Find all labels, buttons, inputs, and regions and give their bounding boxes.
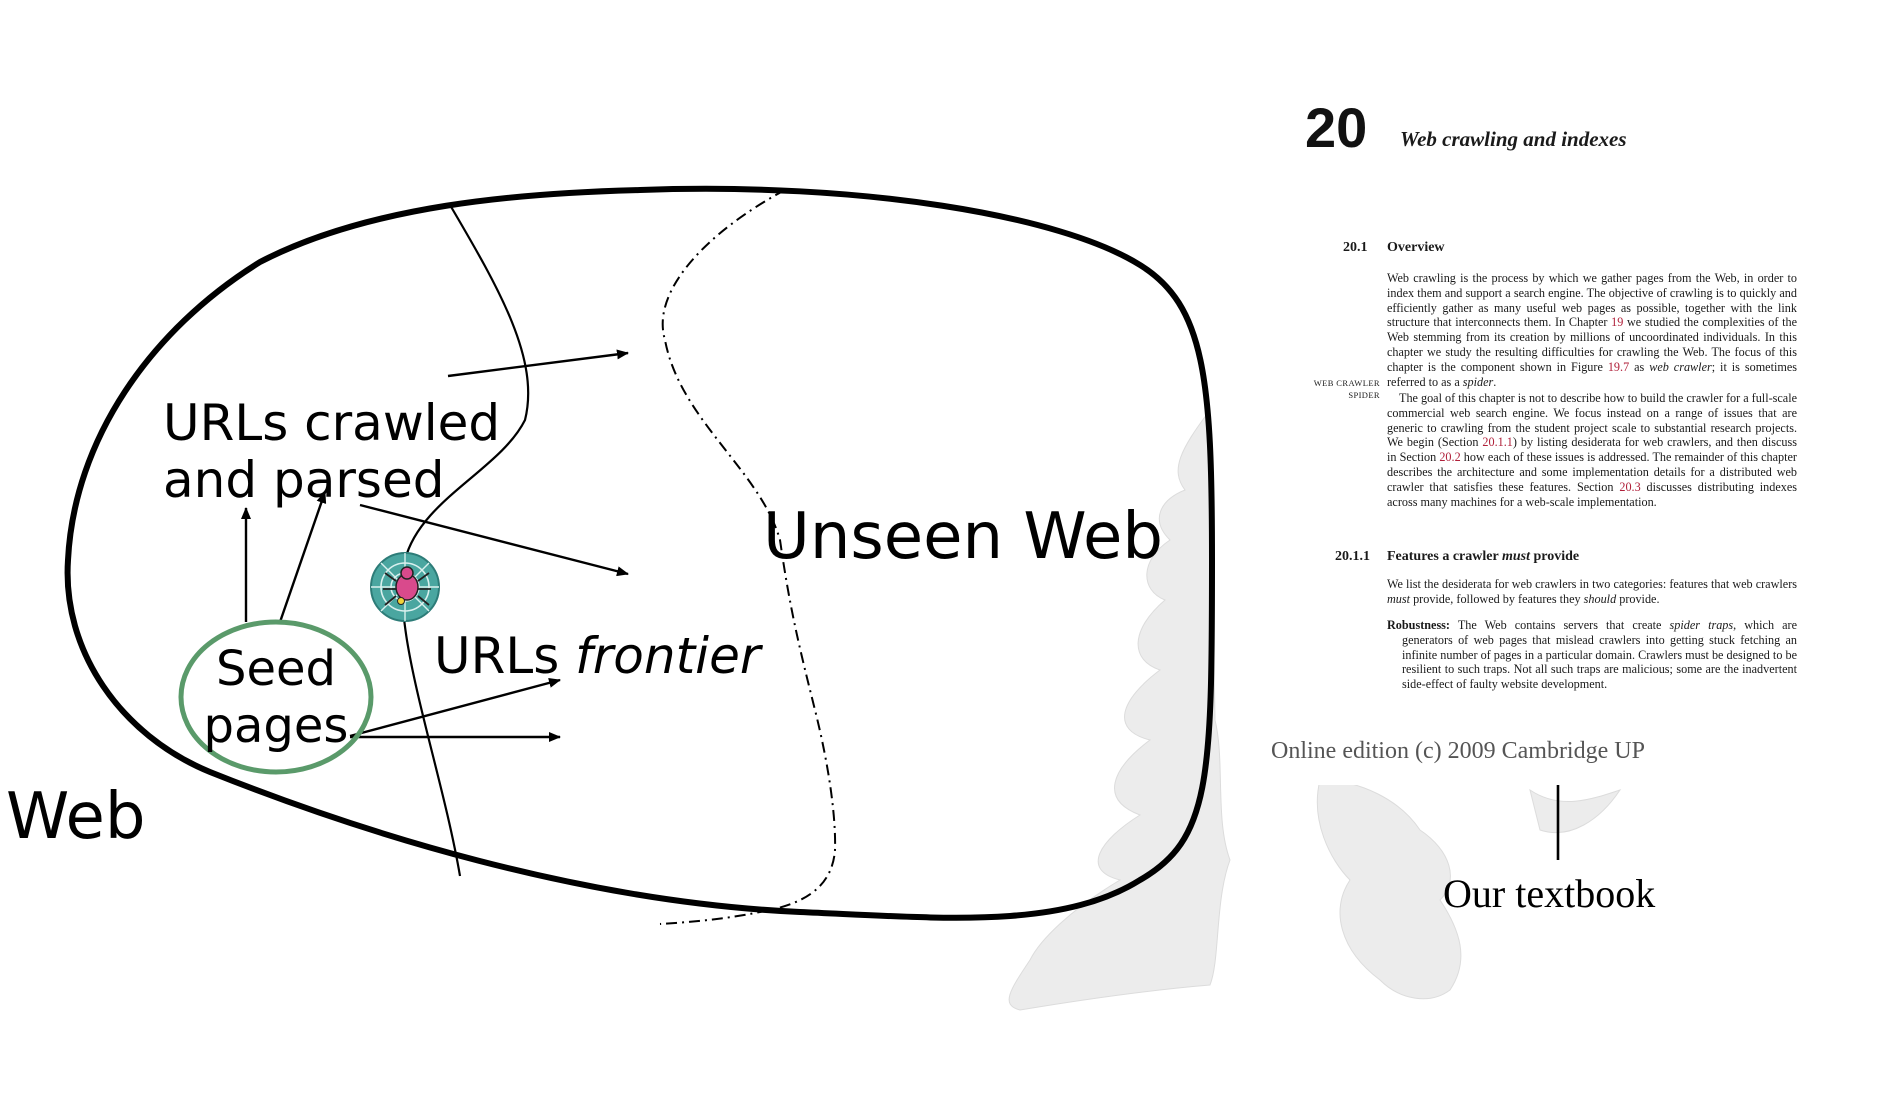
- unseen-web-divider: [659, 189, 837, 925]
- margin-note-web-crawler: WEB CRAWLER: [1313, 378, 1380, 388]
- para2-text-d: discusses distributing indexes across ma…: [1387, 479, 1797, 509]
- subsection-number: 20.1.1: [1335, 549, 1370, 564]
- para2-text-b: ) by listing desiderata for web crawlers…: [1387, 435, 1797, 465]
- edition-note: Online edition (c) 2009 Cambridge UP: [1271, 738, 1645, 764]
- arrow-to-unseen-middle: [359, 503, 629, 577]
- para3-text-a: We list the desiderata for web crawlers …: [1387, 577, 1797, 591]
- para2-text-a: The goal of this chapter is not to descr…: [1387, 391, 1797, 450]
- margin-note-spider: SPIDER: [1348, 390, 1380, 400]
- textbook-caption: Our textbook: [1443, 871, 1656, 916]
- seed-pages-ring: [178, 619, 374, 775]
- para1-text-a: Web crawling is the process by which we …: [1387, 271, 1797, 330]
- chapter-reference[interactable]: 19: [1611, 315, 1624, 330]
- section-reference-3[interactable]: 20.3: [1619, 479, 1641, 494]
- label-frontier-italic: frontier: [575, 627, 764, 685]
- para3-text-b: provide, followed by features they: [1410, 591, 1584, 606]
- paragraph-overview: Web crawling is the process by which we …: [1387, 271, 1797, 389]
- figure-reference[interactable]: 19.7: [1607, 359, 1630, 374]
- paragraph-goal: The goal of this chapter is not to descr…: [1387, 391, 1797, 509]
- section-reference-1[interactable]: 20.1.1: [1482, 435, 1513, 450]
- para3-text-c: provide.: [1616, 591, 1660, 606]
- label-unseen-web: Unseen Web: [763, 500, 1163, 574]
- term-web-crawler: web crawler: [1649, 359, 1712, 374]
- label-frontier-prefix: URLs: [434, 627, 575, 685]
- label-frontier: URLs frontier: [434, 627, 764, 685]
- arrow-seed-to-crawled-diagonal: [278, 491, 327, 623]
- para1-text-d: ; it is sometimes referred to as a: [1387, 359, 1797, 389]
- paragraph-desiderata: We list the desiderata for web crawlers …: [1387, 577, 1797, 607]
- term-spider: spider: [1462, 374, 1494, 389]
- crawled-frontier-divider: [401, 204, 530, 877]
- textbook-page: 20 Web crawling and indexes 20.1 Overvie…: [1290, 95, 1810, 785]
- arrow-seed-to-frontier-upper: [349, 678, 561, 738]
- subsection-title: Features a crawler must provide: [1387, 549, 1579, 565]
- spider-web-icon: [370, 552, 440, 622]
- para3-should: should: [1583, 591, 1617, 606]
- paragraph-robustness: Robustness: The Web contains servers tha…: [1387, 618, 1797, 692]
- robustness-text-a: The Web contains servers that create: [1450, 618, 1670, 632]
- label-web: Web: [6, 780, 146, 854]
- section-reference-2[interactable]: 20.2: [1439, 450, 1461, 465]
- para1-text-c: as: [1629, 359, 1650, 374]
- section-title: Overview: [1387, 240, 1445, 255]
- robustness-label: Robustness:: [1387, 618, 1450, 632]
- chapter-number: 20: [1305, 96, 1368, 159]
- tree-watermark: [1008, 408, 1622, 1011]
- label-seed-line1: Seed: [216, 641, 336, 697]
- chapter-title: Web crawling and indexes: [1400, 127, 1627, 151]
- label-crawled-line1: URLs crawled: [163, 394, 500, 452]
- robustness-text-b: , which are generators of web pages that…: [1402, 618, 1797, 692]
- chapter-heading: 20 Web crawling and indexes: [1305, 95, 1627, 160]
- para1-text-b: we studied the complexities of the Web s…: [1387, 315, 1797, 374]
- para3-must: must: [1387, 591, 1411, 606]
- section-number: 20.1: [1343, 240, 1368, 255]
- web-boundary: [64, 185, 1216, 921]
- para1-text-e: .: [1493, 374, 1497, 389]
- para2-text-c: how each of these issues is addressed. T…: [1387, 450, 1797, 494]
- label-crawled-line2: and parsed: [163, 451, 444, 509]
- arrow-to-unseen-upper: [447, 349, 629, 378]
- subsection-title-b: provide: [1529, 549, 1580, 564]
- term-spider-traps: spider traps: [1669, 618, 1734, 632]
- subsection-title-a: Features a crawler: [1387, 549, 1502, 564]
- label-seed-line2: pages: [204, 698, 349, 754]
- subsection-title-italic: must: [1501, 549, 1530, 564]
